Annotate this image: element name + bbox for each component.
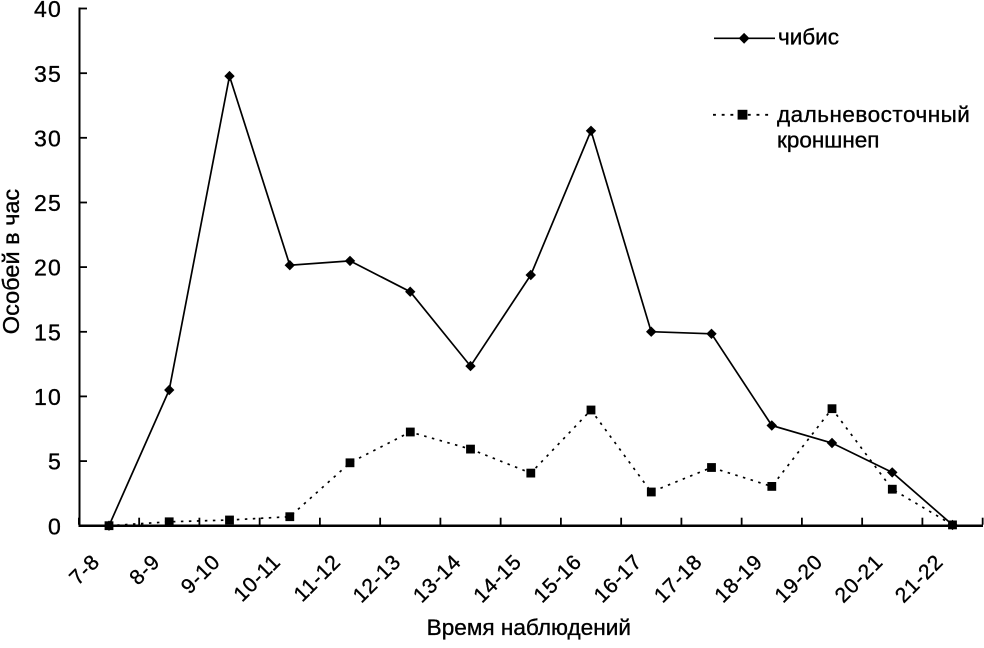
svg-text:0: 0 [48, 513, 62, 539]
svg-text:30: 30 [34, 125, 62, 151]
svg-text:Время наблюдений: Время наблюдений [427, 615, 631, 640]
svg-text:5: 5 [48, 449, 62, 475]
svg-text:15: 15 [34, 319, 62, 345]
svg-text:чибис: чибис [778, 25, 839, 50]
svg-text:10: 10 [34, 384, 62, 410]
svg-text:25: 25 [34, 190, 62, 216]
svg-text:35: 35 [34, 61, 62, 87]
svg-text:40: 40 [34, 0, 62, 22]
svg-text:дальневосточный: дальневосточный [777, 102, 970, 127]
svg-text:20: 20 [34, 255, 62, 281]
svg-text:кроншнеп: кроншнеп [777, 128, 879, 153]
svg-text:Особей в час: Особей в час [0, 189, 24, 335]
